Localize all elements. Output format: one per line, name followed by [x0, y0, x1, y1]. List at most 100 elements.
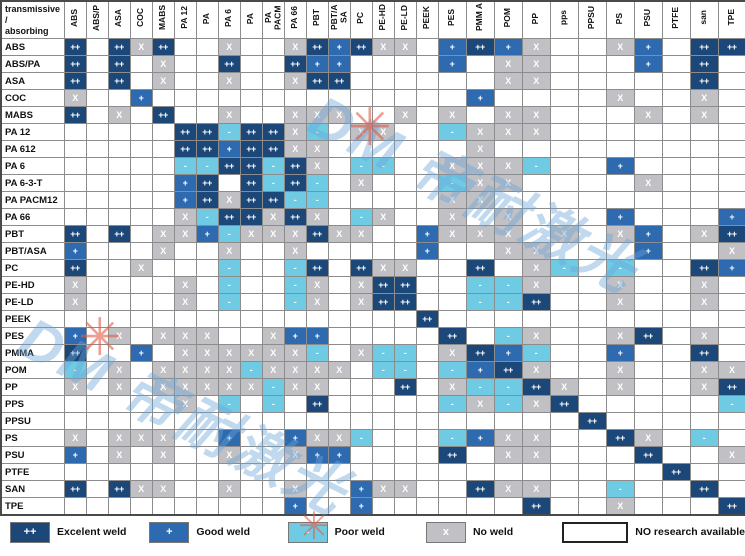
col-header-pp: PP [521, 0, 551, 39]
cell-POM-PES: - [437, 361, 467, 379]
row-label: PS [0, 429, 65, 447]
cell-PES-PSU: ++ [633, 327, 663, 345]
cell-PP-PA: X [239, 378, 263, 396]
cell-PBT-san: X [689, 225, 719, 243]
cell-SAN-TPE [717, 480, 745, 498]
cell-PA6-ASA [107, 157, 131, 175]
cell-PPSU-PBT [305, 412, 329, 430]
cell-PAPACM12-COC [129, 191, 153, 209]
cell-PBT-PPSU [577, 225, 607, 243]
cell-PMMA-PEEK [415, 344, 439, 362]
cell-SAN-san: ++ [689, 480, 719, 498]
cell-PA612-ABS/P [85, 140, 109, 158]
cell-PPS-PA [195, 395, 219, 413]
cell-PTFE-PEEK [415, 463, 439, 481]
cell-PA12-PA: ++ [195, 123, 219, 141]
row-label: ABS/PA [0, 55, 65, 73]
cell-PTFE-PA66 [283, 463, 307, 481]
cell-PA66-PE-LD [393, 208, 417, 226]
row-label: PA 66 [0, 208, 65, 226]
cell-PES-ASA: X [107, 327, 131, 345]
cell-POM-san: X [689, 361, 719, 379]
cell-PMMA-PTFE [661, 344, 691, 362]
cell-PE-LD-PA6: - [217, 293, 241, 311]
cell-PP-PA: X [195, 378, 219, 396]
cell-COC-MABS [151, 89, 175, 107]
cell-PE-LD-PES [437, 293, 467, 311]
cell-PEEK-PC [349, 310, 373, 328]
cell-PA6-TPE [717, 157, 745, 175]
cell-SAN-PC: + [349, 480, 373, 498]
cell-PA66-PA: ++ [239, 208, 263, 226]
cell-PSU-TPE: X [717, 446, 745, 464]
cell-SAN-PTFE [661, 480, 691, 498]
cell-PS-PPSU [577, 429, 607, 447]
cell-PPS-PEEK [415, 395, 439, 413]
cell-PSU-ABS: + [63, 446, 87, 464]
cell-PS-PE-HD [371, 429, 395, 447]
cell-PPSU-MABS [151, 412, 175, 430]
cell-PAPACM12-PA66: - [283, 191, 307, 209]
cell-POM-PMMA: + [465, 361, 495, 379]
cell-PA6-pps [549, 157, 579, 175]
cell-ABS/PA-PA12 [173, 55, 197, 73]
cell-PS-san: - [689, 429, 719, 447]
cell-PES-PBT: + [305, 327, 329, 345]
cell-SAN-PES [437, 480, 467, 498]
cell-PEEK-TPE [717, 310, 745, 328]
corner-line2: absorbing [5, 25, 49, 36]
cell-PE-LD-PAPACM [261, 293, 285, 311]
cell-TPE-PA12 [173, 497, 197, 516]
cell-PBT-PA66: X [283, 225, 307, 243]
cell-ABS-PPSU [577, 38, 607, 56]
cell-PSU-ASA: X [107, 446, 131, 464]
cell-MABS-san: X [689, 106, 719, 124]
cell-ABS-PBT/ASA: + [327, 38, 351, 56]
cell-PPS-PBT: ++ [305, 395, 329, 413]
cell-PE-HD-PMMA: - [465, 276, 495, 294]
cell-PAPACM12-PES: X [437, 191, 467, 209]
cell-ASA-ASA: ++ [107, 72, 131, 90]
cell-PEEK-POM [493, 310, 523, 328]
cell-PTFE-TPE [717, 463, 745, 481]
cell-PTFE-PA [239, 463, 263, 481]
legend: ++ Excelent weld + Good weld - Poor weld x No w… [0, 515, 745, 549]
cell-PS-PA12 [173, 429, 197, 447]
cell-PE-HD-MABS [151, 276, 175, 294]
col-header-ptfe: PTFE [661, 0, 691, 39]
cell-TPE-PP: ++ [521, 497, 551, 516]
cell-PA6-PE-HD: - [371, 157, 395, 175]
cell-ABS-POM: + [493, 38, 523, 56]
cell-ABS/PA-MABS: X [151, 55, 175, 73]
cell-PSU-POM: X [493, 446, 523, 464]
cell-PA612-PC [349, 140, 373, 158]
cell-PBT-PS: X [605, 225, 635, 243]
cell-PPSU-ABS [63, 412, 87, 430]
cell-ABS/PA-PBT/ASA: + [327, 55, 351, 73]
cell-POM-PC [349, 361, 373, 379]
cell-PBT/ASA-PES [437, 242, 467, 260]
cell-PA6-3-T-POM: X [493, 174, 523, 192]
cell-PA6-PS: + [605, 157, 635, 175]
col-header-pe-hd: PE-HD [371, 0, 395, 39]
cell-PAPACM12-ABS/P [85, 191, 109, 209]
cell-ABS-san: ++ [689, 38, 719, 56]
cell-TPE-PE-LD [393, 497, 417, 516]
cell-PP-ASA: X [107, 378, 131, 396]
cell-PA612-PE-LD [393, 140, 417, 158]
cell-PSU-PP: X [521, 446, 551, 464]
cell-MABS-PEEK [415, 106, 439, 124]
cell-SAN-pps [549, 480, 579, 498]
cell-COC-pps [549, 89, 579, 107]
cell-PE-HD-PA [239, 276, 263, 294]
cell-PC-PBT: ++ [305, 259, 329, 277]
cell-PA66-PAPACM: X [261, 208, 285, 226]
cell-PSU-PA6: X [217, 446, 241, 464]
cell-POM-TPE: X [717, 361, 745, 379]
cell-PBT/ASA-san [689, 242, 719, 260]
cell-PPS-pps: ++ [549, 395, 579, 413]
cell-PA612-PAPACM: ++ [261, 140, 285, 158]
matrix-row-pe-ld: PE-LD X X - - X X ++ ++ - - ++ X X [0, 293, 745, 311]
cell-PES-san: X [689, 327, 719, 345]
cell-PES-TPE [717, 327, 745, 345]
